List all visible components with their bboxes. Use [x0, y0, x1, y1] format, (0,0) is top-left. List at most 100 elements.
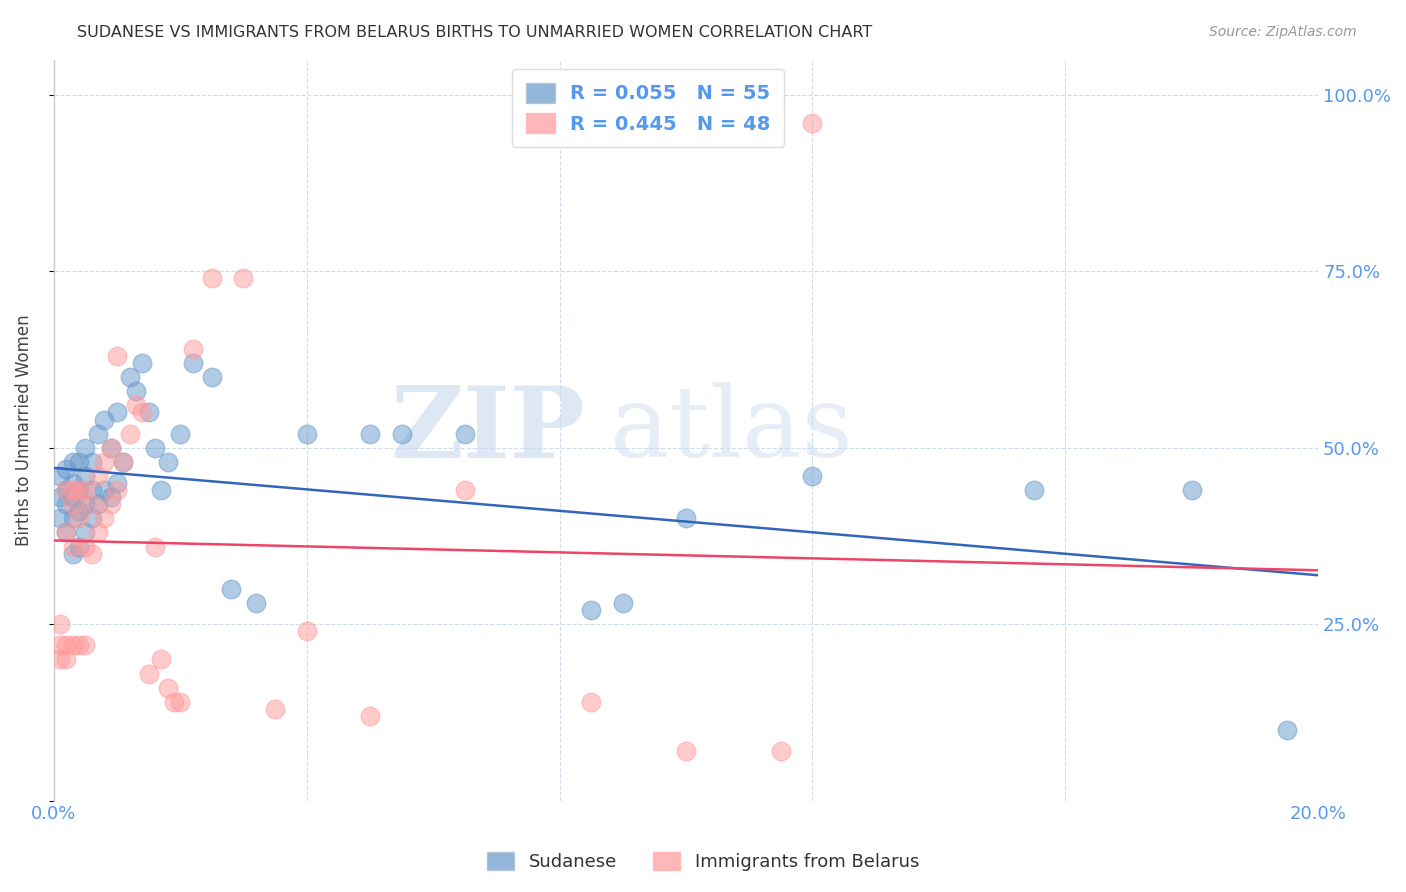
Point: [55, 652, 77, 666]
Point: [49, 490, 72, 504]
Point: [118, 370, 141, 384]
Point: [1181, 483, 1204, 497]
Point: [181, 342, 204, 356]
Point: [55, 638, 77, 652]
Point: [245, 596, 267, 610]
Point: [169, 426, 191, 441]
Point: [75, 483, 97, 497]
Point: [62, 638, 84, 652]
Point: [55, 525, 77, 540]
Point: [801, 116, 824, 130]
Point: [201, 370, 224, 384]
Point: [49, 469, 72, 483]
Point: [55, 525, 77, 540]
Point: [93, 455, 115, 469]
Point: [87, 469, 110, 483]
Point: [579, 695, 602, 709]
Point: [87, 497, 110, 511]
Point: [75, 638, 97, 652]
Point: [67, 483, 90, 497]
Point: [80, 455, 103, 469]
Point: [118, 426, 141, 441]
Point: [105, 483, 128, 497]
Point: [67, 483, 90, 497]
Point: [67, 511, 90, 525]
Point: [67, 638, 90, 652]
Point: [49, 638, 72, 652]
Point: [49, 617, 72, 632]
Point: [612, 596, 634, 610]
Point: [201, 271, 224, 285]
Text: SUDANESE VS IMMIGRANTS FROM BELARUS BIRTHS TO UNMARRIED WOMEN CORRELATION CHART: SUDANESE VS IMMIGRANTS FROM BELARUS BIRT…: [77, 25, 873, 40]
Text: ZIP: ZIP: [389, 382, 585, 479]
Point: [62, 540, 84, 554]
Point: [62, 547, 84, 561]
Point: [156, 455, 179, 469]
Point: [219, 582, 242, 596]
Point: [105, 349, 128, 363]
Point: [93, 511, 115, 525]
Point: [131, 356, 153, 370]
Point: [75, 497, 97, 511]
Point: [55, 483, 77, 497]
Point: [675, 511, 697, 525]
Point: [67, 504, 90, 518]
Point: [359, 709, 381, 723]
Point: [1275, 723, 1298, 737]
Point: [138, 666, 160, 681]
Point: [1022, 483, 1045, 497]
Point: [100, 497, 122, 511]
Point: [150, 652, 173, 666]
Point: [67, 540, 90, 554]
Point: [143, 540, 166, 554]
Point: [156, 681, 179, 695]
Point: [801, 469, 824, 483]
Point: [75, 525, 97, 540]
Point: [125, 398, 148, 412]
Point: [125, 384, 148, 399]
Point: [49, 652, 72, 666]
Point: [55, 483, 77, 497]
Text: atlas: atlas: [610, 382, 853, 478]
Point: [295, 426, 318, 441]
Point: [87, 426, 110, 441]
Point: [579, 603, 602, 617]
Point: [112, 455, 135, 469]
Point: [62, 455, 84, 469]
Point: [105, 476, 128, 491]
Point: [181, 356, 204, 370]
Point: [232, 271, 254, 285]
Point: [62, 511, 84, 525]
Point: [112, 455, 135, 469]
Point: [105, 405, 128, 419]
Point: [67, 455, 90, 469]
Point: [131, 405, 153, 419]
Point: [93, 412, 115, 426]
Point: [80, 511, 103, 525]
Y-axis label: Births to Unmarried Women: Births to Unmarried Women: [15, 314, 32, 546]
Point: [62, 483, 84, 497]
Point: [93, 483, 115, 497]
Point: [80, 483, 103, 497]
Point: [55, 497, 77, 511]
Point: [75, 441, 97, 455]
Point: [62, 490, 84, 504]
Point: [75, 540, 97, 554]
Point: [75, 469, 97, 483]
Point: [62, 476, 84, 491]
Point: [295, 624, 318, 639]
Point: [100, 441, 122, 455]
Point: [143, 441, 166, 455]
Point: [454, 483, 477, 497]
Point: [49, 511, 72, 525]
Point: [169, 695, 191, 709]
Point: [100, 490, 122, 504]
Point: [80, 547, 103, 561]
Point: [100, 441, 122, 455]
Point: [55, 462, 77, 476]
Legend: R = 0.055   N = 55, R = 0.445   N = 48: R = 0.055 N = 55, R = 0.445 N = 48: [512, 70, 785, 147]
Point: [391, 426, 413, 441]
Point: [87, 525, 110, 540]
Point: [138, 405, 160, 419]
Point: [769, 744, 792, 758]
